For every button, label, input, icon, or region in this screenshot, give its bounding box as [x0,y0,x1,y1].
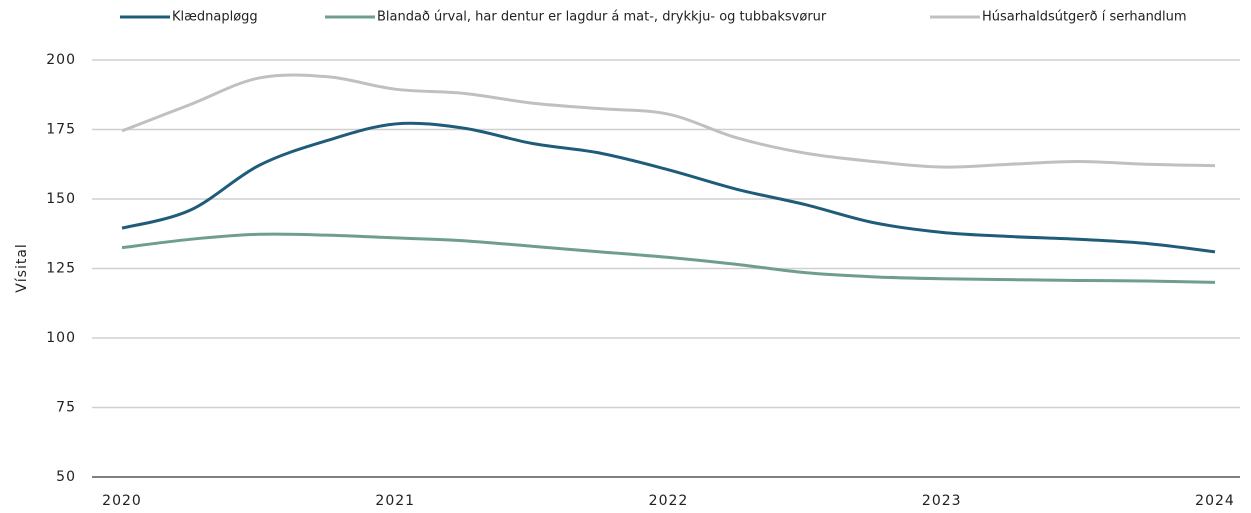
x-tick-label: 2022 [649,493,689,509]
legend-label: Blandað úrval, har dentur er lagdur á ma… [377,10,827,25]
y-tick-label: 75 [56,400,76,416]
legend-label: Klædnapløgg [172,10,258,25]
y-tick-label: 175 [46,122,76,138]
x-tick-label: 2020 [102,493,142,509]
y-tick-label: 125 [46,261,76,277]
y-tick-label: 100 [46,330,76,346]
series-line [121,232,1216,284]
series-line [121,121,1216,254]
x-tick-label: 2023 [922,493,962,509]
y-axis-label: Vísital [14,243,30,293]
x-tick-label: 2021 [375,493,415,509]
y-tick-label: 200 [46,52,76,68]
x-tick-label: 2024 [1195,493,1235,509]
y-tick-label: 50 [56,469,76,485]
legend-label: Húsarhaldsútgerð í serhandlum [982,10,1187,25]
y-tick-label: 150 [46,191,76,207]
series-line [121,73,1216,169]
